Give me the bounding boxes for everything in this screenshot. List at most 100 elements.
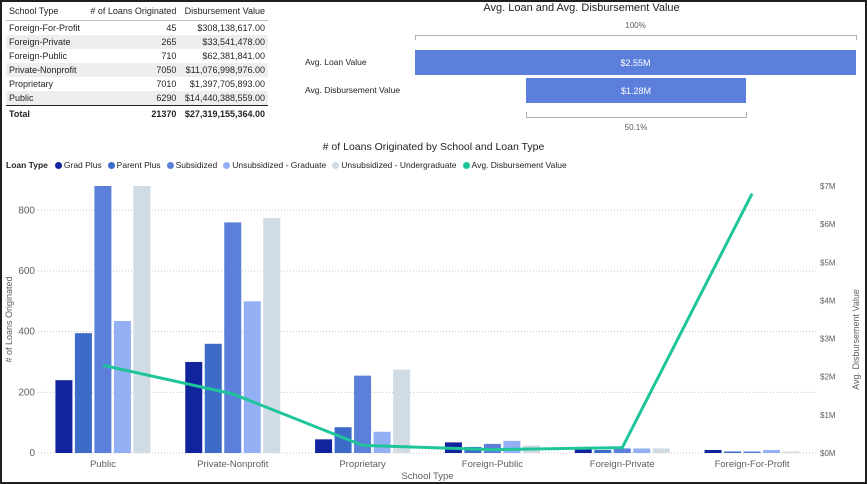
funnel-value-avg-loan: $2.55M — [620, 57, 651, 68]
legend-label: Parent Plus — [116, 160, 161, 170]
y2-tick-label: $3M — [820, 335, 836, 344]
bar[interactable] — [55, 380, 73, 453]
table-cell: 6290 — [84, 91, 180, 106]
bar[interactable] — [763, 449, 781, 453]
line-series[interactable] — [102, 192, 754, 452]
legend-item-grad-plus[interactable]: Grad Plus — [54, 160, 102, 170]
legend-label: Avg. Disbursement Value — [471, 160, 567, 170]
bar[interactable] — [743, 451, 761, 453]
y-axis-title: # of Loans Originated — [4, 276, 14, 362]
bar[interactable] — [243, 301, 261, 453]
table-row[interactable]: Proprietary 7010 $1,397,705,893.00 — [6, 77, 268, 91]
y2-tick-label: $5M — [820, 258, 836, 267]
bar[interactable] — [652, 448, 670, 453]
y-tick-label: 400 — [18, 327, 35, 338]
x-tick-label: Private-Nonprofit — [197, 459, 269, 470]
table-row[interactable]: Foreign-For-Profit 45 $308,138,617.00 — [6, 21, 268, 36]
table-cell: 265 — [84, 35, 180, 49]
bar[interactable] — [315, 439, 333, 453]
table-total-label: Total — [6, 105, 85, 121]
avg-funnel-chart: Avg. Loan and Avg. Disbursement Value 10… — [300, 0, 867, 140]
legend-item-avg-disbursement[interactable]: Avg. Disbursement Value — [462, 160, 567, 170]
bar[interactable] — [185, 361, 203, 453]
bar[interactable] — [594, 449, 612, 453]
bar[interactable] — [94, 186, 112, 453]
legend-dot — [54, 161, 62, 169]
table-cell: $33,541,478.00 — [179, 35, 268, 49]
legend-label: Unsubsidized - Graduate — [232, 160, 327, 170]
legend-item-subsidized[interactable]: Subsidized — [166, 160, 217, 170]
table-row[interactable]: Foreign-Private 265 $33,541,478.00 — [6, 35, 268, 49]
legend-dot — [107, 161, 115, 169]
bar[interactable] — [724, 451, 742, 453]
table-cell: Proprietary — [9, 79, 54, 89]
legend-label: Unsubsidized - Undergraduate — [341, 160, 457, 170]
x-tick-label: Proprietary — [339, 459, 386, 470]
bar[interactable] — [704, 449, 722, 453]
table-row[interactable]: Public 6290 $14,440,388,559.00 — [6, 91, 268, 106]
bar[interactable] — [782, 451, 800, 453]
bar[interactable] — [74, 333, 92, 453]
bar[interactable] — [633, 448, 651, 453]
x-axis-title: School Type — [401, 471, 453, 482]
table-cell: $1,397,705,893.00 — [189, 79, 265, 89]
table-cell: 45 — [166, 23, 177, 33]
y2-tick-label: $2M — [820, 373, 836, 382]
bar[interactable] — [204, 343, 222, 453]
y-tick-label: 600 — [18, 266, 35, 277]
school-type-table: School Type # of Loans Originated Disbur… — [6, 4, 268, 121]
bar[interactable] — [373, 431, 391, 453]
y2-axis-title: Avg. Disbursement Value — [851, 289, 861, 390]
table-cell: Private-Nonprofit — [6, 63, 85, 77]
funnel-bar-avg-loan[interactable]: $2.55M — [415, 50, 856, 75]
table-cell: $308,138,617.00 — [197, 23, 265, 33]
legend-dot — [223, 161, 231, 169]
legend-label: Grad Plus — [63, 160, 102, 170]
funnel-bracket-lines — [415, 35, 857, 118]
table-row[interactable]: Foreign-Public 710 $62,381,841.00 — [6, 49, 268, 63]
legend-title: Loan Type — [6, 160, 48, 170]
y2-tick-label: $1M — [820, 411, 836, 420]
table-cell: $62,381,841.00 — [202, 51, 265, 61]
table-row[interactable]: Private-Nonprofit 7050 $11,076,998,976.0… — [6, 63, 268, 77]
legend-item-parent-plus[interactable]: Parent Plus — [107, 160, 161, 170]
chart-legend: Loan Type Grad Plus Parent Plus Subsidiz… — [6, 160, 567, 170]
funnel-bar-avg-disbursement[interactable]: $1.28M — [526, 78, 746, 103]
bar[interactable] — [224, 222, 242, 453]
x-tick-label: Public — [90, 459, 116, 470]
bar[interactable] — [354, 375, 372, 453]
funnel-value-avg-disbursement: $1.28M — [620, 85, 652, 96]
table-cell: 7050 — [84, 63, 180, 77]
y2-tick-label: $6M — [820, 220, 836, 229]
table-total-disbursement: $27,319,155,364.00 — [179, 105, 268, 121]
table-cell: $14,440,388,559.00 — [179, 91, 268, 106]
bar[interactable] — [393, 369, 411, 453]
bar[interactable] — [334, 427, 352, 453]
y2-tick-label: $7M — [820, 182, 836, 191]
bar[interactable] — [133, 186, 151, 453]
chart-title: # of Loans Originated by School and Loan… — [322, 141, 545, 153]
funnel-label-avg-disbursement: Avg. Disbursement Value — [305, 85, 401, 95]
bar[interactable] — [613, 448, 631, 453]
table-header-school-type[interactable]: School Type — [6, 4, 85, 21]
y-tick-label: 200 — [18, 387, 35, 398]
bar[interactable] — [503, 440, 521, 453]
funnel-label-avg-loan: Avg. Loan Value — [305, 57, 367, 67]
bar[interactable] — [113, 321, 131, 453]
bar[interactable] — [263, 217, 281, 453]
table-cell: Public — [6, 91, 85, 106]
table-cell: Foreign-Private — [6, 35, 85, 49]
table-cell: 7010 — [156, 79, 177, 89]
bar[interactable] — [574, 448, 592, 453]
table-header-disbursement[interactable]: Disbursement Value — [179, 4, 268, 21]
table-cell: Foreign-For-Profit — [9, 23, 81, 33]
legend-dot — [462, 161, 470, 169]
legend-dot — [166, 161, 174, 169]
table-cell: $11,076,998,976.00 — [179, 63, 268, 77]
table-header-loans[interactable]: # of Loans Originated — [84, 4, 180, 21]
x-tick-label: Foreign-For-Profit — [715, 459, 790, 470]
legend-item-unsub-undergraduate[interactable]: Unsubsidized - Undergraduate — [332, 160, 457, 170]
legend-item-unsub-graduate[interactable]: Unsubsidized - Graduate — [223, 160, 326, 170]
y2-tick-label: $0M — [820, 449, 836, 458]
